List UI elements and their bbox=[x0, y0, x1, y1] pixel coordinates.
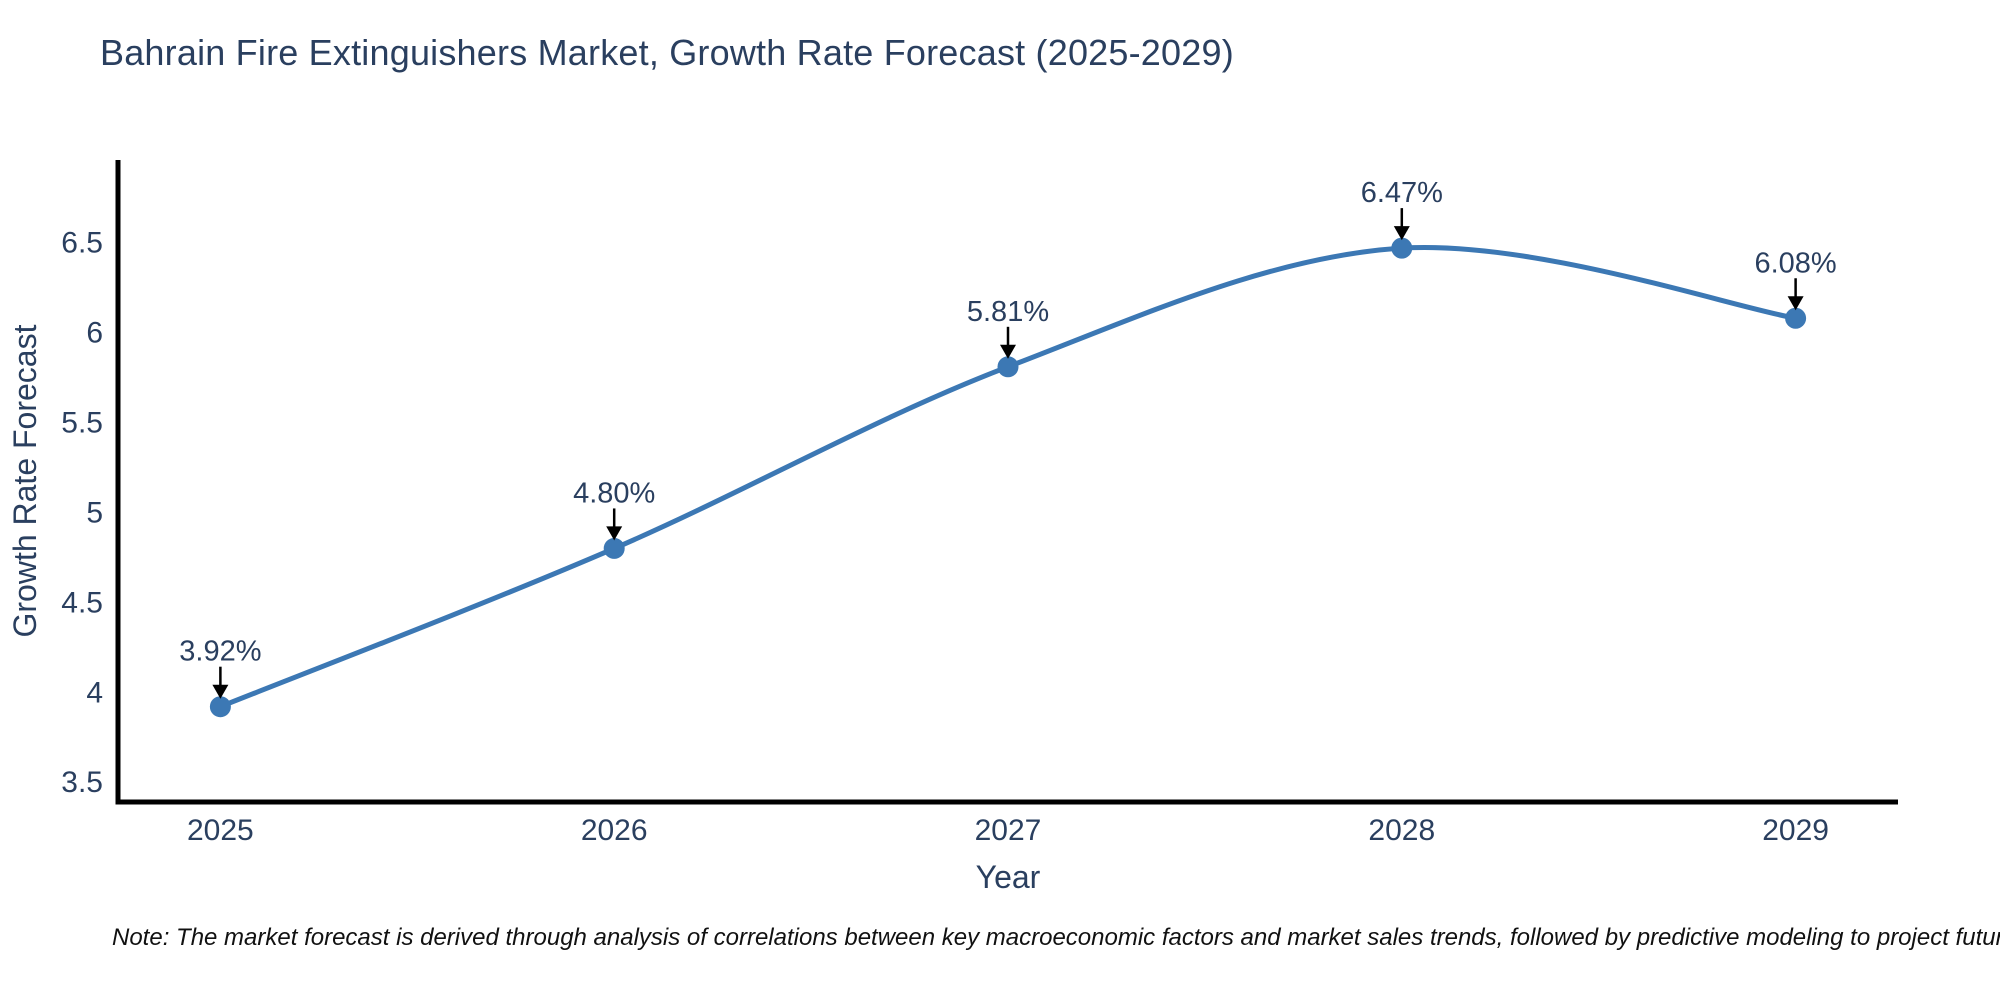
data-point-marker bbox=[1391, 237, 1413, 259]
annotation-label: 3.92% bbox=[179, 636, 261, 668]
y-axis-tick-label: 6.5 bbox=[61, 227, 103, 260]
y-axis-tick-label: 4 bbox=[86, 676, 103, 709]
x-axis-tick-label: 2029 bbox=[1762, 814, 1829, 847]
y-axis-title: Growth Rate Forecast bbox=[7, 324, 43, 637]
x-axis-tick-label: 2028 bbox=[1368, 814, 1435, 847]
x-axis-tick-label: 2027 bbox=[975, 814, 1042, 847]
x-axis-title: Year bbox=[976, 859, 1041, 895]
annotation-arrowhead-icon bbox=[1393, 226, 1410, 241]
y-axis-tick-label: 6 bbox=[86, 317, 103, 350]
annotation-label: 5.81% bbox=[967, 296, 1049, 328]
y-axis-tick-label: 5.5 bbox=[61, 407, 103, 440]
data-point-marker bbox=[997, 356, 1019, 378]
annotation-label: 4.80% bbox=[573, 477, 655, 509]
data-point-marker bbox=[603, 537, 625, 559]
line-chart: 3.5 4 4.5 5 5.5 6 6.5 2025 2026 2027 2028 2029 Year G… bbox=[7, 160, 1898, 895]
annotation-arrowhead-icon bbox=[606, 526, 623, 541]
annotation-arrowhead-icon bbox=[212, 684, 229, 699]
data-point-marker bbox=[1785, 307, 1807, 329]
annotation-label: 6.47% bbox=[1361, 177, 1443, 209]
annotation-label: 6.08% bbox=[1754, 247, 1836, 279]
chart-title: Bahrain Fire Extinguishers Market, Growt… bbox=[100, 32, 1234, 73]
x-axis-tick-label: 2026 bbox=[581, 814, 648, 847]
y-axis-tick-label: 5 bbox=[86, 496, 103, 529]
annotation-arrowhead-icon bbox=[1000, 344, 1016, 359]
footnote: Note: The market forecast is derived thr… bbox=[112, 924, 2000, 951]
data-point-marker bbox=[209, 696, 231, 718]
x-axis-tick-label: 2025 bbox=[187, 814, 254, 847]
y-axis-tick-label: 4.5 bbox=[61, 586, 103, 619]
y-axis-tick-label: 3.5 bbox=[61, 766, 103, 799]
annotation-arrowhead-icon bbox=[1787, 296, 1804, 311]
